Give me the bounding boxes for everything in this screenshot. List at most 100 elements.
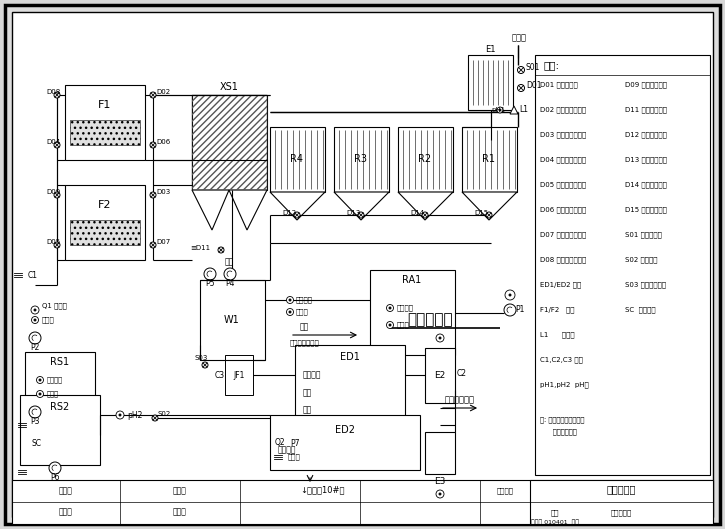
Text: 排污: 排污 <box>300 323 310 332</box>
Circle shape <box>150 192 156 198</box>
Text: D06 回流排污控制阀: D06 回流排污控制阀 <box>540 207 587 213</box>
Text: S02 排水阀门: S02 排水阀门 <box>625 257 658 263</box>
Bar <box>20 395 100 465</box>
Polygon shape <box>270 192 325 220</box>
Text: R3: R3 <box>355 154 368 164</box>
Text: D04: D04 <box>46 139 60 145</box>
Text: D09 反洗水控制阀: D09 反洗水控制阀 <box>625 81 667 88</box>
Text: P4: P4 <box>225 279 235 288</box>
Text: ED1/ED2 泵组: ED1/ED2 泵组 <box>540 282 581 288</box>
Bar <box>65 185 145 260</box>
Text: D01: D01 <box>526 81 542 90</box>
Text: 审核人: 审核人 <box>59 507 73 516</box>
Circle shape <box>505 290 515 300</box>
Circle shape <box>29 332 41 344</box>
Circle shape <box>286 308 294 315</box>
Text: pH2: pH2 <box>127 411 142 419</box>
Bar <box>192 95 267 190</box>
Circle shape <box>54 192 60 198</box>
Text: D01 流量控制阀: D01 流量控制阀 <box>540 81 578 88</box>
Text: 工程号 010401  日期: 工程号 010401 日期 <box>531 519 579 525</box>
Text: D05: D05 <box>46 239 60 245</box>
Text: D13: D13 <box>346 210 360 216</box>
Text: Q2: Q2 <box>275 439 286 448</box>
Text: S03: S03 <box>195 355 208 361</box>
Text: D03 出渣排污控制阀: D03 出渣排污控制阀 <box>540 132 587 138</box>
Text: Q1 中水位: Q1 中水位 <box>42 303 67 309</box>
Text: 蒸馏: 蒸馏 <box>303 406 312 415</box>
Text: pH1: pH1 <box>492 107 506 113</box>
Text: 低水位: 低水位 <box>47 391 59 397</box>
Text: S01: S01 <box>526 63 540 72</box>
Text: JF1: JF1 <box>233 370 244 379</box>
Bar <box>398 127 453 192</box>
Text: 注: 其他阀门规格及设备: 注: 其他阀门规格及设备 <box>540 417 584 423</box>
Bar <box>22 432 52 454</box>
Bar <box>334 127 389 192</box>
Circle shape <box>34 319 36 321</box>
Text: C1,C2,C3 药箱: C1,C2,C3 药箱 <box>540 357 583 363</box>
Circle shape <box>49 462 61 474</box>
Polygon shape <box>510 106 518 114</box>
Text: S01 排水手动阀: S01 排水手动阀 <box>625 232 662 238</box>
Polygon shape <box>462 192 517 220</box>
Circle shape <box>386 322 394 329</box>
Text: W1: W1 <box>224 315 240 325</box>
Text: ED1: ED1 <box>340 352 360 362</box>
Polygon shape <box>229 190 267 230</box>
Text: 位号见平面图: 位号见平面图 <box>540 428 577 435</box>
Text: 系统流程图: 系统流程图 <box>606 484 636 494</box>
Text: P5: P5 <box>205 279 215 288</box>
Text: 图号: 图号 <box>551 510 559 516</box>
Text: 低水位: 低水位 <box>397 322 410 329</box>
Text: D05 出渣排污控制阀: D05 出渣排污控制阀 <box>540 181 586 188</box>
Circle shape <box>31 316 38 324</box>
Circle shape <box>36 390 44 397</box>
Text: P7: P7 <box>290 439 299 448</box>
Circle shape <box>389 307 392 309</box>
Text: XS1: XS1 <box>220 82 239 92</box>
Text: P1: P1 <box>515 306 524 315</box>
Text: D04 出渣排污控制阀: D04 出渣排污控制阀 <box>540 157 586 163</box>
Text: D15 反冲洗排污阀: D15 反冲洗排污阀 <box>625 207 667 213</box>
Text: 预警水位: 预警水位 <box>397 305 414 311</box>
Text: F1: F1 <box>99 100 112 110</box>
Circle shape <box>29 406 41 418</box>
Bar <box>462 127 517 192</box>
Text: F1/F2   泵组: F1/F2 泵组 <box>540 307 574 313</box>
Text: R4: R4 <box>291 154 304 164</box>
Text: P6: P6 <box>50 473 59 482</box>
Text: D02 出渣排污控制阀: D02 出渣排污控制阀 <box>540 107 586 113</box>
Bar <box>295 345 405 435</box>
Text: D12 反冲洗排污阀: D12 反冲洗排污阀 <box>625 132 667 138</box>
Text: D15: D15 <box>474 210 488 216</box>
Text: SC: SC <box>32 439 42 448</box>
Text: ≡D11: ≡D11 <box>190 245 210 251</box>
Text: 申报人: 申报人 <box>59 487 73 496</box>
Circle shape <box>499 109 501 111</box>
Circle shape <box>202 362 208 368</box>
Text: D07 回流排污控制阀: D07 回流排污控制阀 <box>540 232 587 238</box>
Text: 低水位: 低水位 <box>296 309 309 315</box>
Text: ED2: ED2 <box>335 425 355 435</box>
Text: D09: D09 <box>46 189 60 195</box>
Text: pH1,pH2  pH计: pH1,pH2 pH计 <box>540 382 589 388</box>
Text: F2: F2 <box>99 200 112 210</box>
Text: 核定人: 核定人 <box>173 487 187 496</box>
Circle shape <box>150 92 156 98</box>
Polygon shape <box>192 190 229 230</box>
Bar <box>425 348 455 403</box>
Text: 设计人: 设计人 <box>173 507 187 516</box>
Circle shape <box>204 268 216 280</box>
Text: 浓水: 浓水 <box>303 388 312 397</box>
Circle shape <box>150 242 156 248</box>
Circle shape <box>116 411 124 419</box>
Text: 排污: 排污 <box>224 258 233 267</box>
Circle shape <box>152 415 158 421</box>
Circle shape <box>518 85 524 92</box>
Bar <box>25 352 95 407</box>
Text: L1: L1 <box>519 105 528 114</box>
Text: E1: E1 <box>485 45 495 54</box>
Circle shape <box>150 142 156 148</box>
Circle shape <box>518 67 524 74</box>
